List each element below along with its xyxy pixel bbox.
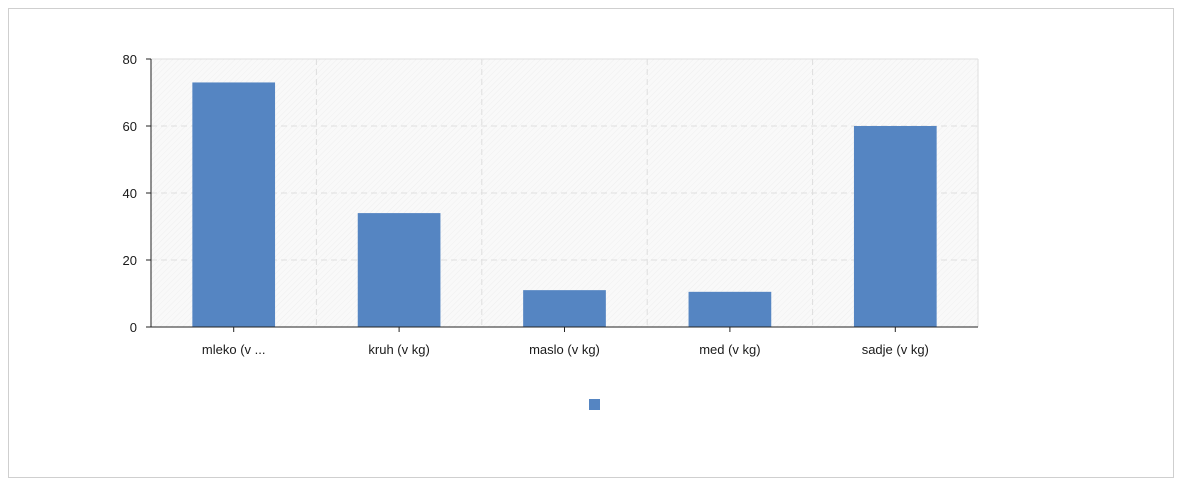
y-tick-label: 0: [130, 320, 137, 335]
legend: [589, 399, 600, 410]
bars: [192, 82, 937, 327]
gridlines: [151, 58, 979, 327]
x-tick-label: med (v kg): [699, 342, 760, 357]
x-tick-label: sadje (v kg): [862, 342, 929, 357]
bar[interactable]: [853, 126, 937, 327]
legend-swatch[interactable]: [589, 399, 600, 410]
x-tick-label: maslo (v kg): [529, 342, 600, 357]
axes: [146, 58, 978, 332]
x-tick-label: kruh (v kg): [368, 342, 429, 357]
y-tick-label: 20: [123, 253, 137, 268]
y-tick-label: 60: [123, 119, 137, 134]
bar-chart: 0 20 40 60 80 mleko (v ... kruh (v kg) maslo (…: [123, 52, 979, 410]
x-tick-label: mleko (v ...: [202, 342, 266, 357]
bar[interactable]: [523, 290, 606, 327]
bar[interactable]: [688, 291, 772, 327]
x-tick-labels: mleko (v ... kruh (v kg) maslo (v kg) med (…: [202, 342, 929, 357]
y-tick-label: 80: [123, 52, 137, 67]
y-tick-label: 40: [123, 186, 137, 201]
bar[interactable]: [357, 213, 441, 327]
y-tick-labels: 0 20 40 60 80: [123, 52, 137, 335]
bar[interactable]: [192, 82, 276, 327]
